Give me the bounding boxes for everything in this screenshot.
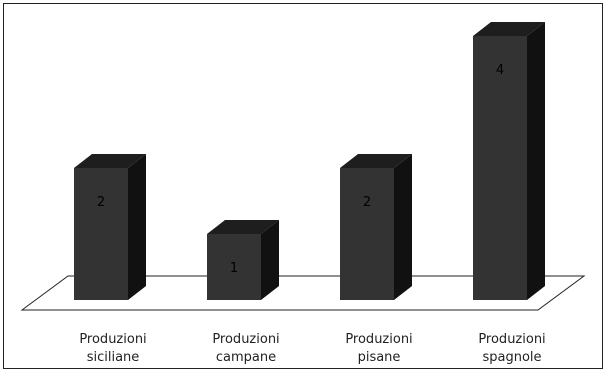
category-label-line: Produzioni: [345, 332, 412, 347]
bar-top: [473, 22, 545, 36]
category-label: Produzioni campane: [212, 332, 279, 365]
category-label-line: Produzioni: [212, 332, 279, 347]
data-label: 2: [97, 195, 105, 210]
category-label-line: spagnole: [482, 350, 541, 365]
chart-floor: [20, 275, 586, 311]
bar-front: [207, 234, 261, 300]
bar-front: [473, 36, 527, 300]
category-label-line: campane: [216, 350, 276, 365]
category-label-line: Produzioni: [478, 332, 545, 347]
category-label: Produzioni spagnole: [478, 332, 545, 365]
bar-3: 4: [473, 22, 545, 300]
category-label-line: pisane: [358, 350, 401, 365]
category-label-line: siciliane: [87, 350, 140, 365]
bar-top: [74, 154, 146, 168]
bar-top: [340, 154, 412, 168]
bar-side: [261, 220, 279, 300]
data-label: 2: [363, 195, 371, 210]
bar-front: [74, 168, 128, 300]
bar-front: [340, 168, 394, 300]
bar-side: [394, 154, 412, 300]
bars-group: 2 1 2 4: [74, 22, 545, 300]
category-label-line: Produzioni: [79, 332, 146, 347]
bar-2: 2: [340, 154, 412, 300]
bar-1: 1: [207, 220, 279, 300]
bar-0: 2: [74, 154, 146, 300]
bar-top: [207, 220, 279, 234]
bar-side: [527, 22, 545, 300]
category-label: Produzioni siciliane: [79, 332, 146, 365]
bar-side: [128, 154, 146, 300]
category-label: Produzioni pisane: [345, 332, 412, 365]
data-label: 1: [230, 261, 238, 276]
data-label: 4: [496, 63, 504, 78]
